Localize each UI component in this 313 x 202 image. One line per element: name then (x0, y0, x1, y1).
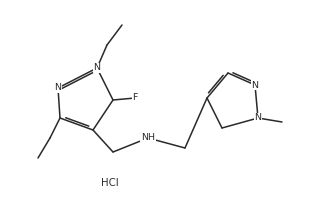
Text: N: N (94, 63, 100, 73)
Text: NH: NH (141, 134, 155, 142)
Text: N: N (254, 114, 261, 122)
Text: F: F (132, 94, 138, 102)
Text: HCl: HCl (101, 178, 119, 188)
Text: N: N (252, 81, 259, 89)
Text: N: N (54, 83, 61, 93)
